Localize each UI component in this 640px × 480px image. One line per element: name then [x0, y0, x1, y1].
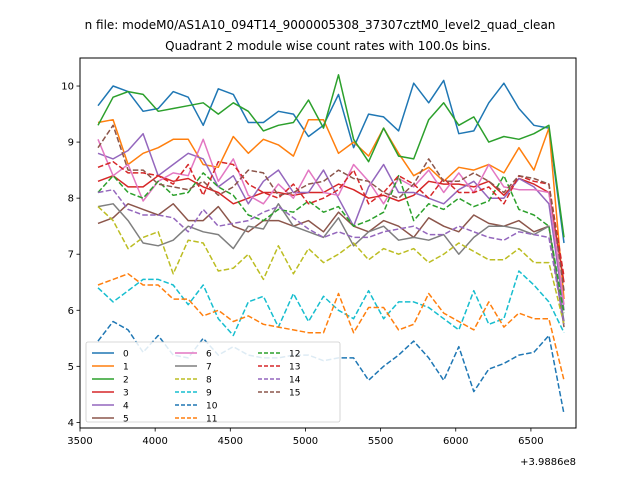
legend-label-7: 7 — [206, 363, 212, 373]
y-tick-label-10: 10 — [61, 82, 74, 93]
series-line-13 — [97, 160, 565, 277]
legend-label-8: 8 — [206, 376, 212, 386]
x-tick-label-5500: 5500 — [368, 436, 393, 447]
legend-label-3: 3 — [123, 389, 129, 399]
axes-frame — [79, 57, 577, 429]
x-tick-label-4000: 4000 — [142, 436, 167, 447]
legend-label-0: 0 — [123, 350, 129, 360]
y-tick-label-6: 6 — [68, 306, 74, 317]
series-line-15 — [97, 124, 565, 291]
x-tick-label-3500: 3500 — [67, 436, 92, 447]
series-line-7 — [97, 203, 565, 322]
legend-label-6: 6 — [206, 350, 212, 360]
series-line-9 — [97, 270, 565, 337]
legend-label-15: 15 — [289, 389, 300, 399]
legend-label-2: 2 — [123, 376, 129, 386]
legend-label-14: 14 — [289, 376, 301, 386]
x-offset-label: +3.9886e8 — [520, 457, 576, 468]
series-line-8 — [97, 206, 565, 325]
y-tick-label-7: 7 — [68, 250, 74, 261]
y-tick-label-4: 4 — [68, 418, 74, 429]
x-tick-label-6000: 6000 — [443, 436, 468, 447]
y-tick-label-5: 5 — [68, 362, 74, 373]
legend-label-11: 11 — [206, 415, 217, 425]
y-tick-label-9: 9 — [68, 138, 74, 149]
legend-label-4: 4 — [123, 402, 129, 412]
x-tick-label-6500: 6500 — [518, 436, 543, 447]
figure-suptitle: n file: modeM0/AS1A10_094T14_9000005308_… — [85, 18, 556, 32]
chart-title: Quadrant 2 module wise count rates with … — [165, 39, 491, 53]
series-line-3 — [97, 174, 565, 283]
x-axis: 3500 4000 4500 5000 5500 6000 6500 — [67, 428, 544, 447]
series-line-5 — [97, 203, 565, 328]
series-line-11 — [97, 273, 565, 381]
series-line-1 — [97, 118, 565, 300]
x-tick-label-5000: 5000 — [293, 436, 318, 447]
plot-marks — [97, 74, 565, 415]
legend-label-1: 1 — [123, 363, 129, 373]
legend-label-5: 5 — [123, 415, 129, 425]
legend-label-10: 10 — [206, 402, 218, 412]
x-tick-label-4500: 4500 — [218, 436, 243, 447]
legend-label-9: 9 — [206, 389, 212, 399]
series-line-12 — [97, 172, 565, 314]
legend-label-13: 13 — [289, 363, 300, 373]
series-line-4 — [97, 132, 565, 311]
y-tick-label-8: 8 — [68, 194, 74, 205]
legend-box — [85, 341, 341, 423]
series-line-14 — [97, 188, 565, 325]
legend-label-12: 12 — [289, 350, 300, 360]
series-line-0 — [97, 79, 565, 244]
series-line-2 — [97, 74, 565, 238]
y-axis: 4 5 6 7 8 9 10 — [61, 82, 80, 429]
